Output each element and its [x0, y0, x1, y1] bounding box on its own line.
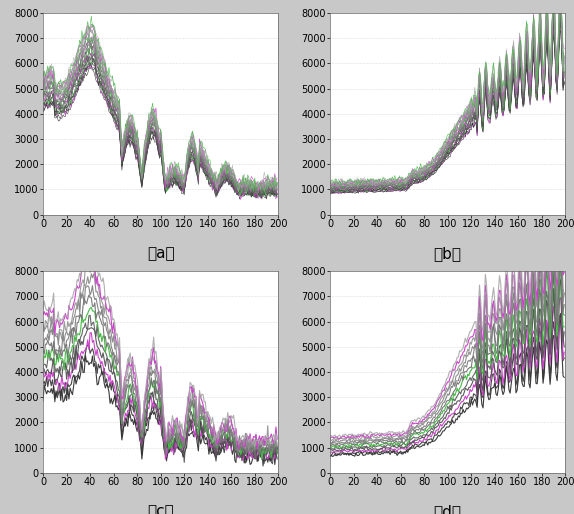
- Text: （b）: （b）: [434, 246, 461, 261]
- Text: （c）: （c）: [148, 504, 174, 514]
- Text: （d）: （d）: [434, 504, 461, 514]
- Text: （a）: （a）: [147, 246, 174, 261]
